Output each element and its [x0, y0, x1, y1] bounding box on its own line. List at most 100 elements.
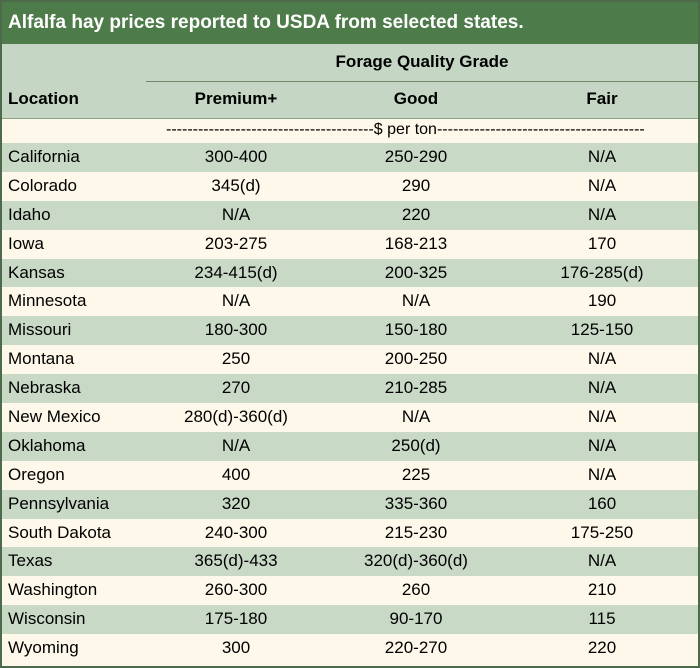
table-row: Kansas 234-415(d) 200-325 176-285(d)	[2, 258, 698, 288]
table-row: Iowa 203-275 168-213 170	[2, 229, 698, 259]
good-price-cell: N/A	[401, 291, 431, 311]
table-row: Pennsylvania 320 335-360 160	[2, 489, 698, 519]
premium-price-cell: 270	[221, 378, 251, 398]
location-cell: Washington	[8, 580, 98, 600]
good-price-cell: N/A	[401, 407, 431, 427]
fair-price-cell: 190	[587, 291, 617, 311]
fair-price-cell: 115	[588, 609, 616, 629]
units-label: ---------------------------------------$…	[166, 121, 645, 138]
location-cell: Minnesota	[8, 291, 87, 311]
premium-price-cell: 320	[221, 493, 251, 513]
fair-price-cell: N/A	[587, 147, 617, 166]
location-cell: Oregon	[8, 464, 65, 484]
location-cell: Colorado	[8, 175, 77, 195]
good-price-cell: 215-230	[384, 522, 448, 542]
premium-price-cell: 345(d)	[211, 175, 261, 195]
premium-price-cell: N/A	[221, 291, 251, 311]
premium-price-cell: 400	[221, 464, 251, 484]
good-price-cell: 210-285	[384, 378, 448, 398]
premium-price-cell: 234-415(d)	[194, 262, 278, 282]
premium-price-cell: N/A	[221, 204, 251, 224]
location-cell: Idaho	[8, 204, 51, 224]
fair-price-cell: N/A	[587, 175, 617, 195]
good-price-cell: 168-213	[384, 233, 448, 253]
premium-price-cell: 300	[221, 638, 251, 658]
location-cell: California	[8, 147, 80, 166]
good-price-cell: 290	[401, 175, 431, 195]
location-cell: Pennsylvania	[8, 493, 110, 513]
fair-price-cell: 175-250	[570, 522, 634, 542]
location-cell: Missouri	[8, 320, 72, 340]
table-row: Washington 260-300 260 210	[2, 576, 698, 606]
table-row: Texas 365(d)-433 320(d)-360(d) N/A	[2, 547, 698, 577]
good-price-cell: 220-270	[384, 638, 448, 658]
table-row: Montana 250 200-250 N/A	[2, 345, 698, 375]
good-column-header: Good	[393, 89, 439, 108]
premium-price-cell: 280(d)-360(d)	[184, 407, 288, 427]
heading-divider	[146, 81, 698, 82]
fair-price-cell: N/A	[587, 349, 617, 369]
good-price-cell: 335-360	[384, 493, 448, 513]
table-row: Missouri 180-300 150-180 125-150	[2, 316, 698, 346]
location-cell: Texas	[8, 551, 53, 571]
premium-price-cell: 260-300	[204, 580, 268, 600]
fair-price-cell: N/A	[587, 204, 617, 224]
good-price-cell: 250(d)	[391, 435, 441, 455]
fair-column-header: Fair	[586, 89, 618, 108]
table-row: Minnesota N/A N/A 190	[2, 287, 698, 317]
table-row: Wisconsin 175-180 90-170 115	[2, 605, 698, 635]
fair-price-cell: 176-285(d)	[560, 262, 644, 282]
good-price-cell: 260	[401, 580, 431, 600]
table-row: Oregon 400 225 N/A	[2, 460, 698, 490]
good-price-cell: 250-290	[384, 147, 448, 166]
location-cell: New Mexico	[8, 407, 101, 427]
good-price-cell: 200-325	[384, 262, 448, 282]
units-row: ---------------------------------------$…	[2, 118, 698, 143]
location-cell: Iowa	[8, 233, 44, 253]
good-price-cell: 150-180	[384, 320, 448, 340]
location-column-header: Location	[8, 89, 79, 108]
premium-price-cell: 300-400	[204, 147, 268, 166]
good-price-cell: 320(d)-360(d)	[364, 551, 468, 571]
premium-column-header: Premium+	[194, 89, 278, 108]
table-body: California 300-400 250-290 N/A Colorado 345(d…	[2, 143, 698, 664]
table-title: Alfalfa hay prices reported to USDA from…	[2, 2, 698, 44]
premium-price-cell: 180-300	[204, 320, 268, 340]
premium-price-cell: 240-300	[204, 522, 268, 542]
location-cell: Montana	[8, 349, 75, 369]
location-cell: Nebraska	[8, 378, 81, 398]
location-cell: Kansas	[8, 262, 65, 282]
table-row: Idaho N/A 220 N/A	[2, 200, 698, 230]
fair-price-cell: N/A	[587, 407, 617, 427]
table-row: Colorado 345(d) 290 N/A	[2, 171, 698, 201]
fair-price-cell: 210	[587, 580, 617, 600]
fair-price-cell: N/A	[587, 551, 617, 571]
premium-price-cell: 365(d)-433	[194, 551, 278, 571]
premium-price-cell: 203-275	[204, 233, 268, 253]
table-row: South Dakota 240-300 215-230 175-250	[2, 518, 698, 548]
fair-price-cell: N/A	[587, 464, 617, 484]
fair-price-cell: 220	[587, 638, 617, 658]
good-price-cell: 90-170	[389, 609, 443, 629]
good-price-cell: 225	[401, 464, 431, 484]
premium-price-cell: N/A	[221, 435, 251, 455]
table-header: Forage Quality Grade Location Premium+ G…	[2, 44, 698, 118]
location-cell: South Dakota	[8, 522, 112, 542]
good-price-cell: 200-250	[384, 349, 448, 369]
fair-price-cell: 170	[587, 233, 617, 253]
fair-price-cell: N/A	[587, 435, 617, 455]
location-cell: Oklahoma	[8, 435, 86, 455]
fair-price-cell: 160	[587, 493, 617, 513]
premium-price-cell: 175-180	[204, 609, 268, 629]
location-cell: Wyoming	[8, 638, 79, 658]
table-row: New Mexico 280(d)-360(d) N/A N/A	[2, 403, 698, 432]
table-row: Wyoming 300 220-270 220	[2, 634, 698, 664]
fair-price-cell: N/A	[587, 378, 617, 398]
fair-price-cell: 125-150	[570, 320, 634, 340]
premium-price-cell: 250	[221, 349, 251, 369]
forage-quality-grade-heading: Forage Quality Grade	[335, 52, 509, 71]
location-cell: Wisconsin	[8, 609, 86, 629]
table-row: Nebraska 270 210-285 N/A	[2, 374, 698, 404]
table-row: California 300-400 250-290 N/A	[2, 143, 698, 172]
table-row: Oklahoma N/A 250(d) N/A	[2, 431, 698, 461]
